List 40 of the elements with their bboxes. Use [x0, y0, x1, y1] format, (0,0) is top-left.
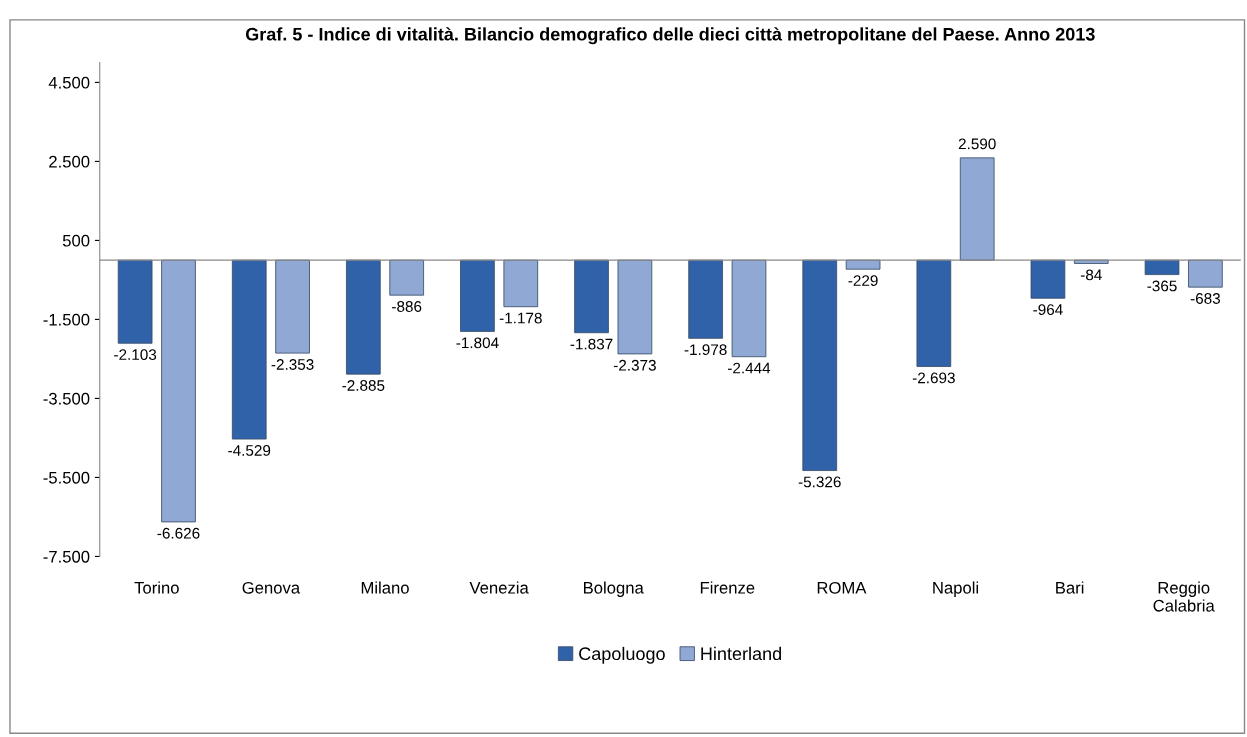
legend-label: Hinterland: [701, 646, 781, 661]
data-label: -683: [1190, 293, 1221, 304]
data-label: -2.693: [912, 372, 955, 384]
x-tick-label: Genova: [242, 581, 301, 594]
x-tick-label: Torino: [134, 581, 179, 594]
x-tick-label: Venezia: [469, 581, 529, 594]
data-label: -2.444: [728, 362, 771, 374]
data-label: -886: [392, 301, 422, 312]
x-tick-label: Bari: [1056, 581, 1084, 594]
y-tick-label: -3.500: [43, 392, 90, 405]
data-label: -1.804: [456, 337, 499, 349]
x-tick-label: Napoli: [933, 581, 979, 597]
x-tick-label: Bologna: [584, 581, 644, 597]
data-label: -4.529: [228, 445, 271, 456]
x-tick-label: Firenze: [700, 581, 755, 594]
y-tick-label: 4.500: [48, 76, 90, 89]
legend-label: Capoluogo: [579, 646, 665, 664]
data-label: -2.373: [613, 359, 656, 371]
chart-title: Graf. 5 - Indice di vitalità. Bilancio demografico delle dieci città metropolitane del Paese. Anno 2013: [245, 27, 1095, 45]
data-label: -1.178: [499, 312, 542, 324]
data-label: -6.626: [157, 527, 200, 539]
data-label: -2.885: [342, 380, 385, 391]
y-tick-label: -1.500: [43, 313, 90, 326]
y-tick-label: -7.500: [43, 550, 90, 563]
data-label: -229: [848, 275, 878, 286]
y-tick-label: 500: [62, 234, 90, 247]
data-label: -5.326: [798, 476, 841, 488]
y-tick-label: -5.500: [43, 471, 90, 484]
x-tick-label: ROMA: [817, 581, 867, 594]
data-label: -964: [1033, 304, 1063, 316]
data-label: -84: [1080, 269, 1102, 281]
x-tick-label: Milano: [361, 581, 409, 594]
data-label: -1.837: [570, 338, 613, 350]
y-tick-label: 2.500: [49, 155, 90, 168]
data-label: -2.353: [271, 359, 314, 370]
data-label: -365: [1147, 280, 1177, 292]
x-tick-label: Reggio Calabria: [1153, 581, 1215, 612]
data-label: -2.103: [114, 349, 157, 361]
data-label: -1.978: [684, 344, 727, 356]
data-label: 2.590: [958, 138, 996, 150]
